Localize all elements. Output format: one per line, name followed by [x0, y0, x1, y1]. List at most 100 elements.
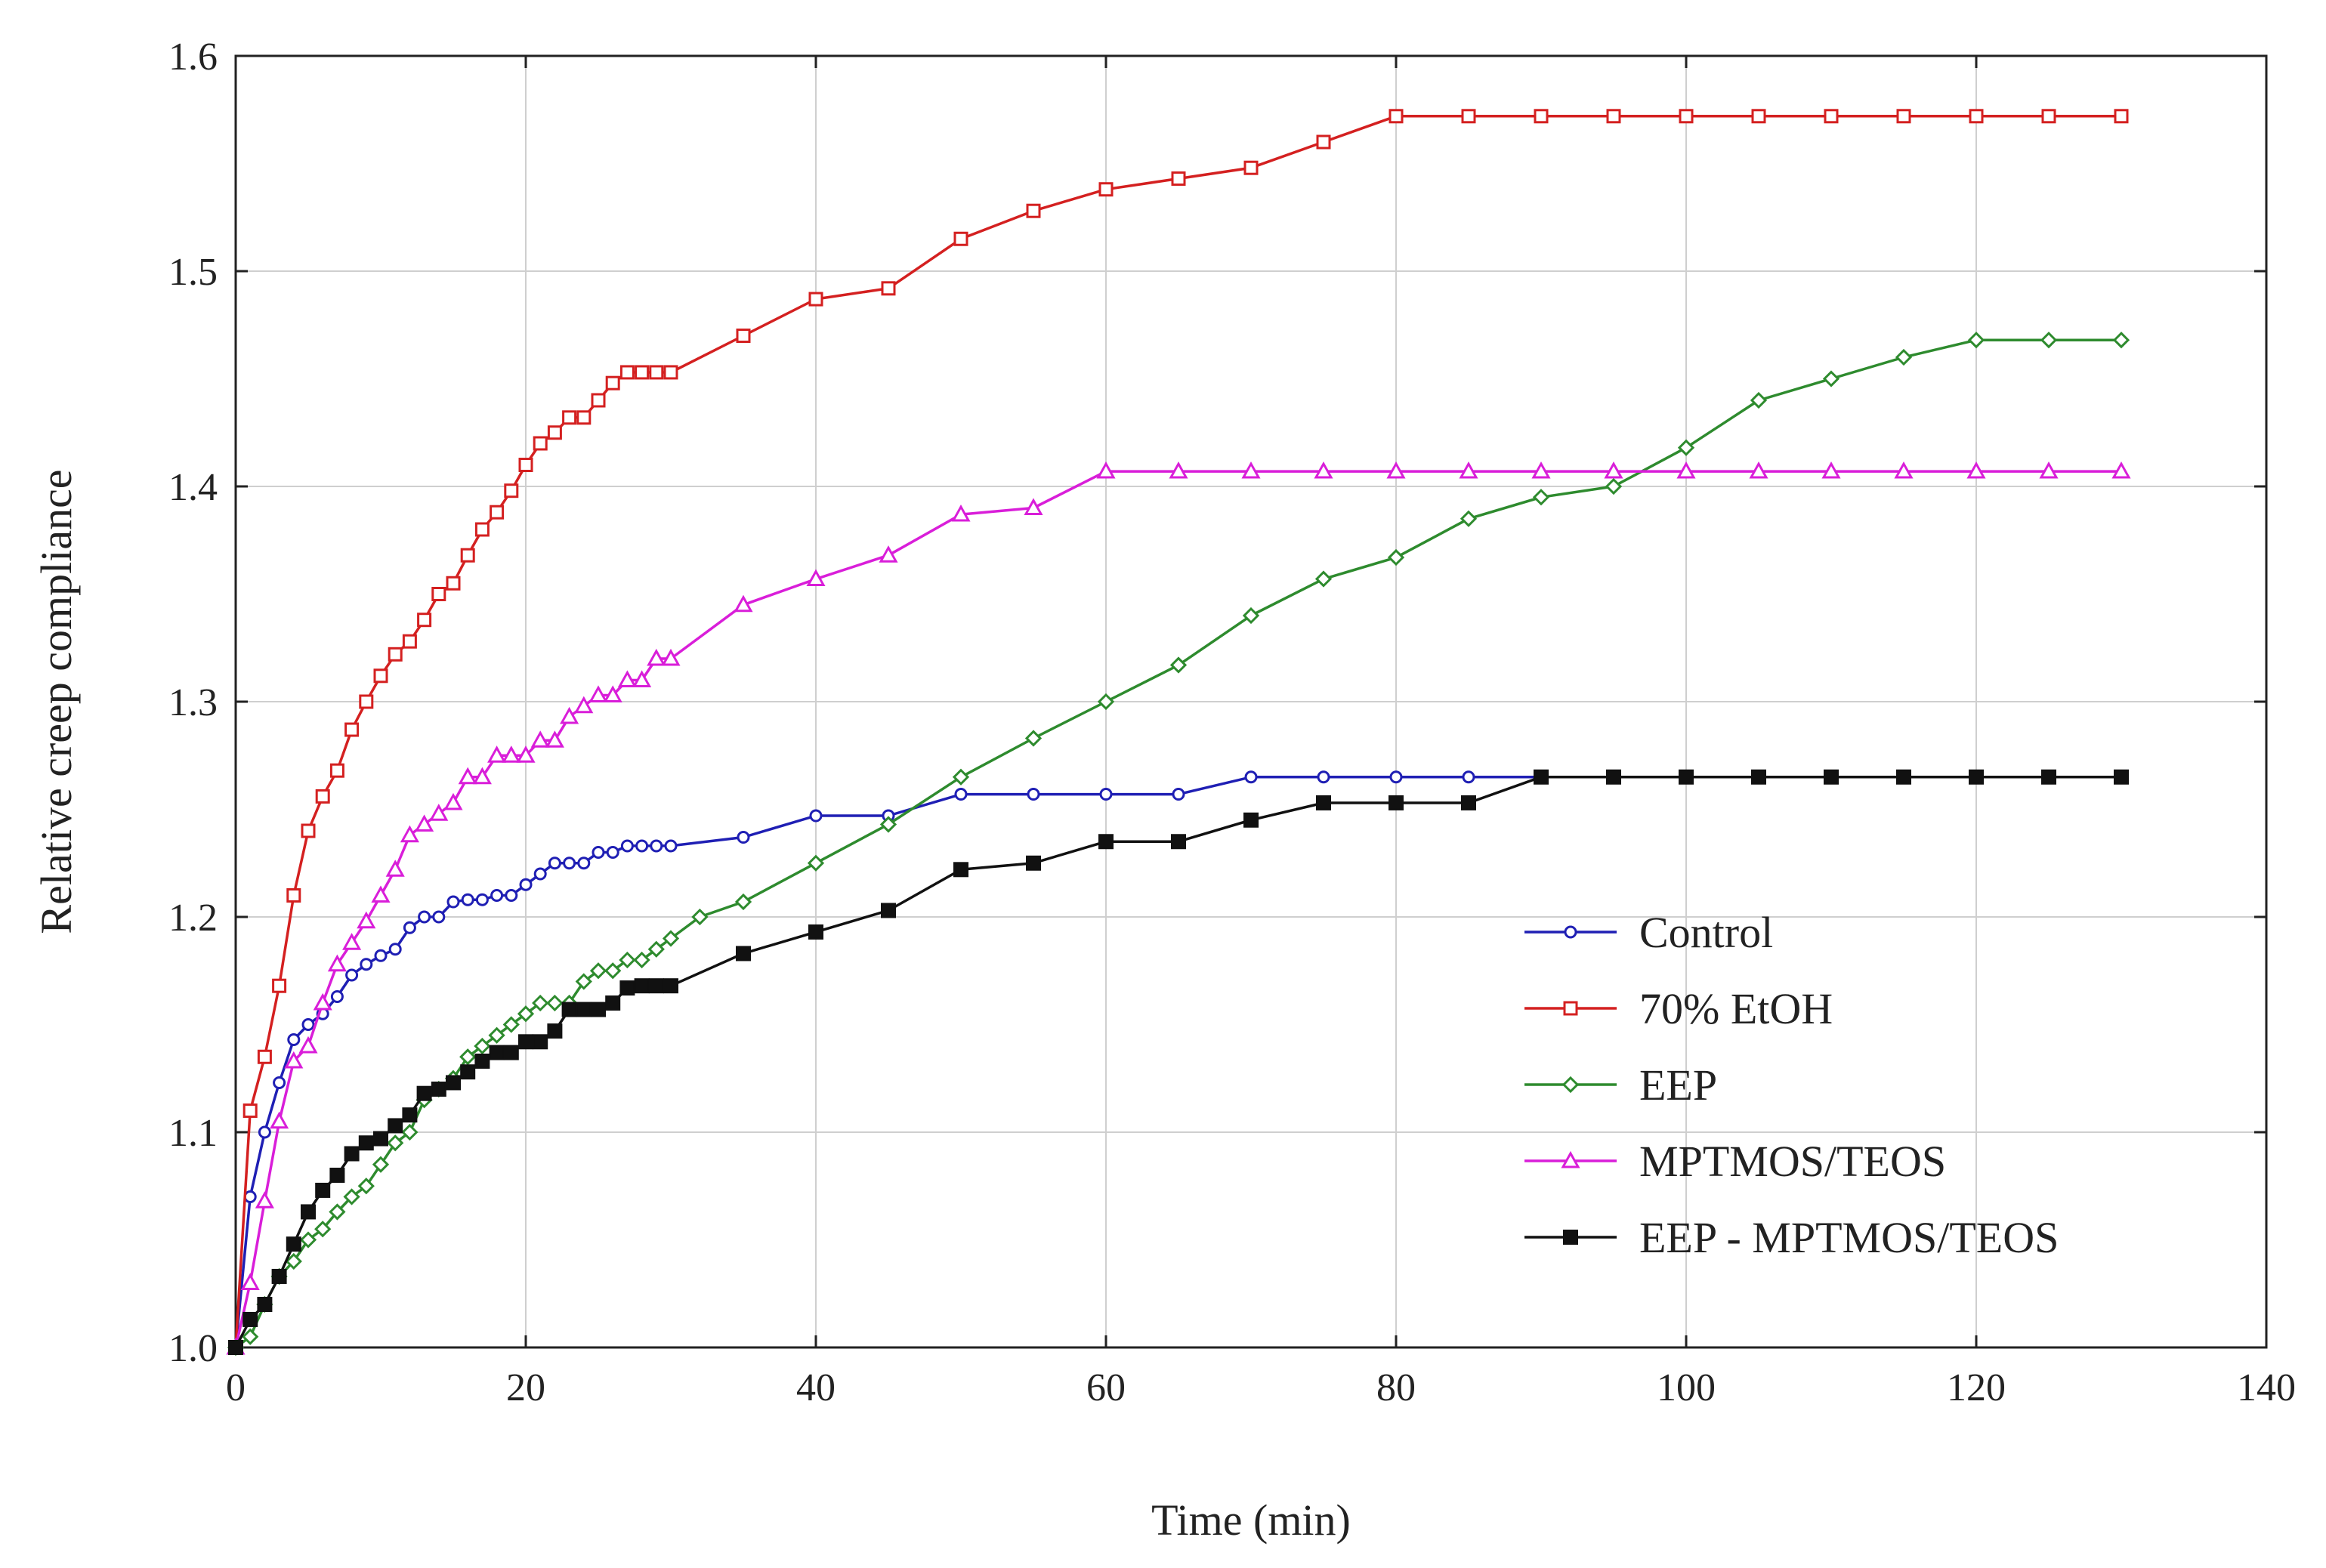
data-point [661, 648, 681, 666]
data-point [1388, 795, 1404, 810]
data-point [605, 995, 621, 1011]
legend-marker [1561, 1076, 1580, 1094]
data-point [561, 1002, 577, 1017]
data-point [1243, 812, 1259, 828]
data-point [1460, 510, 1478, 527]
data-point [1751, 109, 1766, 124]
data-point [1824, 769, 1839, 785]
data-point [357, 1178, 375, 1195]
data-point [313, 992, 332, 1011]
data-point [1098, 834, 1114, 850]
data-point [460, 548, 475, 563]
legend-marker [1561, 1150, 1580, 1168]
y-tick-label: 1.3 [168, 681, 218, 724]
y-tick-label: 1.0 [168, 1327, 218, 1370]
data-point [881, 903, 896, 918]
data-point [563, 857, 576, 870]
data-point [257, 1049, 272, 1064]
data-point [315, 1182, 331, 1198]
legend-label: EEP - MPTMOS/TEOS [1639, 1213, 2059, 1262]
data-point [242, 1103, 258, 1118]
data-point [359, 694, 374, 709]
data-point [472, 767, 492, 785]
data-point [432, 910, 446, 924]
data-point [400, 825, 419, 843]
legend-label: 70% EtOH [1639, 984, 1833, 1033]
data-point [327, 954, 347, 972]
legend-item: Control [1524, 908, 1773, 957]
data-point [635, 839, 649, 853]
data-point [1534, 109, 1549, 124]
data-point [591, 1002, 606, 1017]
data-point [255, 1191, 274, 1208]
data-point [287, 1032, 301, 1046]
series-3 [226, 461, 2131, 1355]
legend: Control 70% EtOH EEP MPTMOS/TEOS EEP - MPTMO… [1524, 908, 2059, 1262]
data-point [662, 930, 680, 947]
data-point [2112, 332, 2130, 349]
data-point [474, 1037, 491, 1055]
data-point [1096, 461, 1116, 479]
data-point [519, 878, 533, 891]
data-point [1027, 788, 1040, 801]
data-point [488, 1026, 505, 1044]
data-point [502, 1016, 520, 1033]
data-point [1241, 461, 1261, 479]
data-point [663, 365, 678, 380]
data-point [1969, 109, 1984, 124]
data-point [374, 949, 388, 962]
data-point [446, 576, 461, 591]
data-point [242, 1328, 259, 1345]
data-point [387, 1134, 404, 1152]
data-point [603, 685, 622, 702]
data-point [592, 846, 605, 859]
data-point [533, 867, 547, 881]
x-tick-label: 20 [506, 1366, 545, 1409]
data-point [490, 505, 505, 520]
legend-item: 70% EtOH [1524, 984, 1833, 1033]
data-point [633, 951, 650, 969]
data-point [418, 910, 431, 924]
data-point [1024, 730, 1043, 747]
data-point [315, 789, 330, 804]
y-tick-label: 1.5 [168, 251, 218, 294]
data-point [240, 1273, 260, 1290]
data-point [547, 1023, 563, 1039]
data-point [1967, 332, 1985, 349]
data-point [635, 365, 650, 380]
data-point [286, 1236, 301, 1252]
data-point [736, 946, 751, 961]
data-point [487, 745, 507, 763]
data-point [1679, 769, 1694, 785]
data-point [402, 634, 417, 649]
data-point [257, 1297, 273, 1312]
data-point [547, 425, 562, 440]
data-point [489, 1045, 505, 1060]
data-point [388, 647, 403, 662]
data-point [1242, 607, 1260, 625]
data-point [1824, 109, 1839, 124]
data-point [502, 745, 521, 763]
data-point [560, 706, 579, 724]
data-point [605, 375, 620, 390]
data-point [1026, 855, 1041, 871]
data-point [258, 1125, 271, 1139]
data-point [388, 943, 402, 956]
data-point [691, 908, 709, 926]
data-point [1243, 160, 1259, 175]
data-point [228, 1340, 243, 1355]
data-point [589, 962, 607, 980]
data-point [271, 1268, 287, 1284]
series-lines [226, 109, 2131, 1357]
data-point [403, 921, 416, 934]
data-point [446, 895, 460, 909]
data-point [546, 994, 564, 1012]
data-point [505, 889, 518, 902]
legend-item: MPTMOS/TEOS [1524, 1137, 1946, 1186]
y-axis-title: Relative creep compliance [32, 469, 81, 934]
data-point [1749, 461, 1768, 479]
data-point [734, 594, 753, 613]
data-point [284, 1051, 304, 1069]
data-point [431, 587, 446, 601]
